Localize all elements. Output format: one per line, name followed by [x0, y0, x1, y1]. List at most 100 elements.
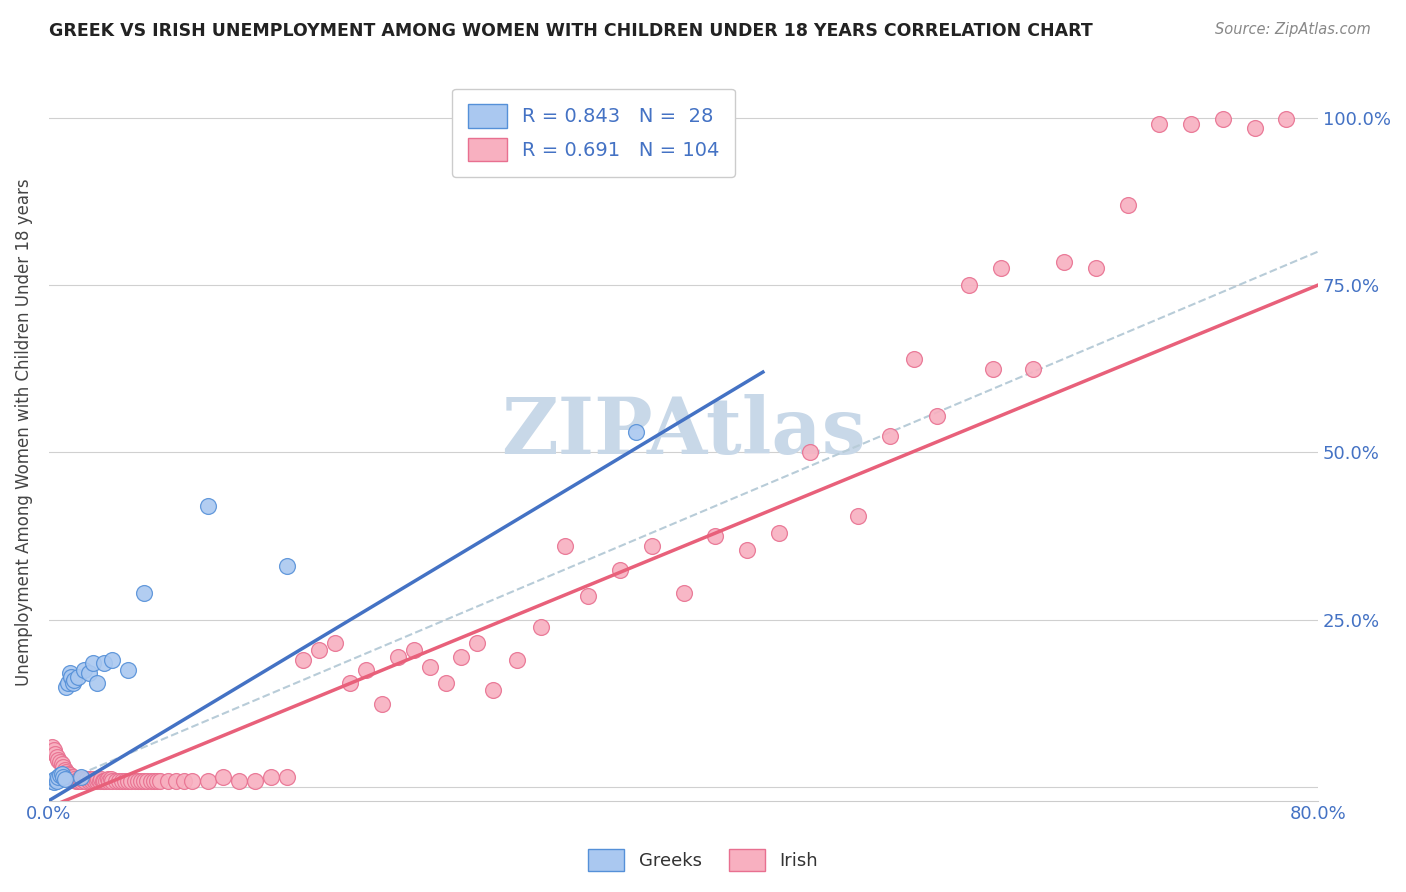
- Point: [1085, 261, 1108, 276]
- Point: [149, 773, 172, 788]
- Point: [276, 559, 298, 574]
- Point: [111, 773, 134, 788]
- Point: [197, 773, 219, 788]
- Point: [72, 772, 94, 787]
- Point: [86, 676, 108, 690]
- Point: [107, 773, 129, 788]
- Point: [927, 409, 949, 423]
- Point: [482, 683, 505, 698]
- Legend: Greeks, Irish: Greeks, Irish: [581, 842, 825, 879]
- Point: [63, 673, 86, 687]
- Point: [87, 772, 110, 787]
- Point: [100, 772, 122, 787]
- Point: [903, 351, 925, 366]
- Point: [156, 773, 179, 788]
- Point: [114, 773, 136, 788]
- Point: [53, 772, 76, 787]
- Point: [49, 768, 72, 782]
- Point: [45, 773, 67, 788]
- Point: [42, 743, 65, 757]
- Point: [506, 653, 529, 667]
- Point: [450, 649, 472, 664]
- Point: [75, 773, 97, 788]
- Point: [117, 663, 139, 677]
- Point: [93, 773, 115, 788]
- Point: [735, 542, 758, 557]
- Text: Source: ZipAtlas.com: Source: ZipAtlas.com: [1215, 22, 1371, 37]
- Point: [62, 676, 84, 690]
- Point: [124, 773, 146, 788]
- Point: [134, 773, 156, 788]
- Point: [990, 261, 1012, 276]
- Point: [93, 657, 115, 671]
- Point: [323, 636, 346, 650]
- Point: [45, 750, 67, 764]
- Point: [624, 425, 647, 440]
- Point: [641, 539, 664, 553]
- Point: [89, 773, 111, 788]
- Point: [67, 772, 90, 787]
- Point: [51, 756, 73, 771]
- Point: [173, 773, 195, 788]
- Point: [129, 773, 152, 788]
- Point: [1053, 254, 1076, 268]
- Point: [58, 768, 80, 782]
- Point: [77, 773, 100, 788]
- Point: [957, 278, 980, 293]
- Point: [576, 590, 599, 604]
- Point: [82, 772, 104, 787]
- Point: [56, 676, 79, 690]
- Point: [554, 539, 576, 553]
- Point: [212, 770, 235, 784]
- Point: [76, 772, 98, 787]
- Point: [44, 747, 66, 761]
- Point: [55, 680, 77, 694]
- Point: [60, 770, 83, 784]
- Point: [1212, 112, 1234, 126]
- Point: [981, 361, 1004, 376]
- Point: [48, 754, 70, 768]
- Point: [90, 772, 112, 787]
- Point: [60, 670, 83, 684]
- Point: [339, 676, 361, 690]
- Point: [84, 773, 107, 788]
- Point: [77, 666, 100, 681]
- Point: [879, 428, 901, 442]
- Point: [52, 770, 75, 784]
- Point: [49, 755, 72, 769]
- Point: [356, 663, 378, 677]
- Text: GREEK VS IRISH UNEMPLOYMENT AMONG WOMEN WITH CHILDREN UNDER 18 YEARS CORRELATION: GREEK VS IRISH UNEMPLOYMENT AMONG WOMEN …: [49, 22, 1092, 40]
- Point: [58, 666, 80, 681]
- Point: [308, 643, 330, 657]
- Point: [419, 659, 441, 673]
- Point: [197, 499, 219, 513]
- Point: [69, 773, 91, 788]
- Point: [80, 773, 103, 788]
- Point: [82, 657, 104, 671]
- Point: [609, 563, 631, 577]
- Point: [402, 643, 425, 657]
- Point: [1180, 117, 1202, 131]
- Point: [371, 697, 394, 711]
- Point: [73, 772, 96, 787]
- Point: [44, 772, 66, 787]
- Point: [121, 773, 143, 788]
- Point: [530, 619, 553, 633]
- Point: [260, 770, 283, 784]
- Point: [41, 773, 63, 788]
- Point: [53, 764, 76, 778]
- Point: [465, 636, 488, 650]
- Point: [79, 772, 101, 787]
- Point: [165, 773, 187, 788]
- Y-axis label: Unemployment Among Women with Children Under 18 years: Unemployment Among Women with Children U…: [15, 178, 32, 686]
- Point: [276, 770, 298, 784]
- Point: [101, 653, 124, 667]
- Point: [42, 775, 65, 789]
- Point: [56, 767, 79, 781]
- Point: [127, 773, 149, 788]
- Point: [86, 773, 108, 788]
- Point: [1021, 361, 1043, 376]
- Point: [1116, 197, 1139, 211]
- Point: [136, 773, 159, 788]
- Point: [69, 770, 91, 784]
